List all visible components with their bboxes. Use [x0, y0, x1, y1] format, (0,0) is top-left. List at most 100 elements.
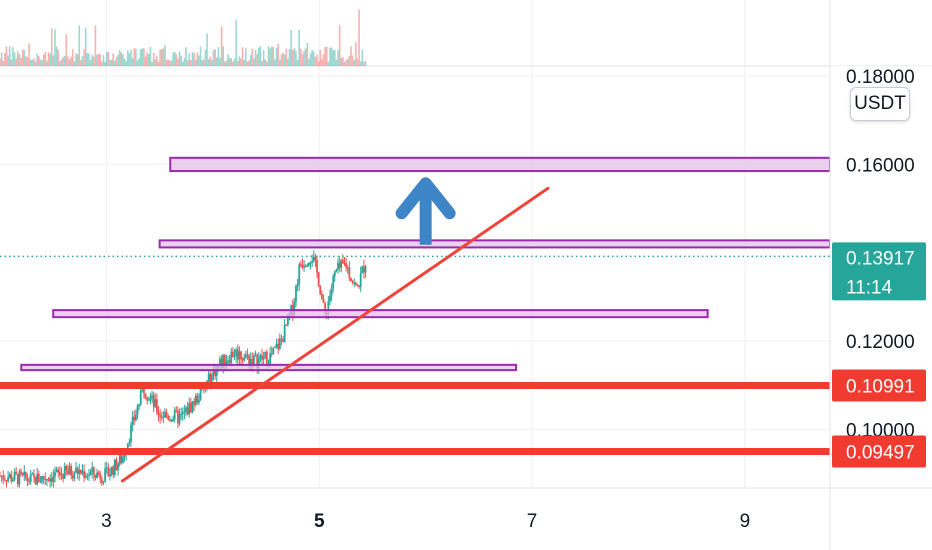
volume-bar — [20, 57, 22, 66]
volume-bar — [91, 54, 93, 66]
volume-bar — [261, 60, 263, 66]
volume-bar — [173, 51, 176, 66]
candle-body — [193, 401, 195, 405]
volume-bar — [70, 56, 72, 66]
time-tick-label: 5 — [314, 511, 325, 532]
candle-body — [143, 388, 145, 394]
candle-body — [233, 355, 236, 357]
candle-body — [251, 359, 254, 366]
trendline[interactable] — [120, 186, 550, 483]
volume-bar — [300, 48, 302, 66]
volume-bar — [118, 50, 121, 66]
candle-body — [99, 474, 102, 480]
volume-bar — [301, 54, 304, 66]
candle-body — [308, 263, 310, 266]
arrow-head — [395, 177, 456, 220]
volume-bar — [198, 55, 200, 66]
candle-body — [329, 295, 331, 302]
volume-bar — [204, 49, 207, 66]
candle-body — [222, 354, 225, 368]
resistance-zone — [158, 239, 832, 249]
volume-bar — [105, 52, 108, 66]
volume-bar — [246, 61, 249, 66]
candle-body — [185, 407, 187, 412]
candle-body — [257, 358, 260, 368]
candle-body — [68, 466, 71, 475]
volume-bar — [275, 47, 278, 66]
candle-body — [351, 281, 354, 283]
candle-body — [244, 354, 247, 358]
volume-bar — [135, 49, 137, 66]
candle-body — [219, 358, 221, 365]
currency-button[interactable]: USDT — [850, 87, 910, 121]
candle-body — [146, 398, 149, 401]
volume-bar — [126, 50, 129, 66]
candle-body — [164, 412, 166, 418]
volume-bar — [175, 54, 178, 66]
candle-body — [96, 472, 98, 479]
candle-body — [214, 370, 217, 376]
time-tick-label: 7 — [527, 511, 538, 532]
candle-body — [31, 473, 34, 475]
candle-body — [180, 414, 183, 416]
volume-bar — [193, 53, 195, 66]
candle-body — [54, 472, 56, 477]
up-arrow-icon[interactable] — [395, 177, 456, 245]
volume-bar — [160, 48, 163, 66]
candle-body — [280, 338, 283, 340]
candle-body — [198, 400, 200, 403]
volume-bar — [52, 55, 55, 66]
volume-bar — [125, 60, 127, 66]
candle-body — [34, 476, 37, 485]
volume-bar — [183, 57, 186, 66]
candle-body — [358, 286, 360, 288]
candle-body — [28, 481, 31, 483]
candle-body — [91, 467, 94, 472]
candle-body — [299, 264, 302, 266]
candle-body — [183, 411, 186, 413]
volume-bar — [65, 34, 68, 66]
candle-body — [207, 373, 210, 381]
volume-bar — [12, 47, 14, 66]
candle-body — [363, 266, 365, 273]
volume-bar — [186, 60, 189, 66]
candle-body — [50, 478, 53, 482]
volume-bar — [334, 50, 336, 66]
volume-bar — [348, 55, 351, 66]
volume-bar — [346, 58, 349, 66]
volume-bar — [338, 25, 341, 67]
candle-body — [272, 347, 275, 355]
candle-body — [147, 399, 150, 401]
candle-body — [128, 441, 131, 444]
candle-body — [49, 478, 52, 482]
price-axis[interactable]: 0.180000.160000.120000.100000.109910.094… — [829, 0, 932, 550]
candle-body — [227, 360, 229, 362]
candle-body — [311, 260, 314, 263]
candle-body — [133, 416, 136, 421]
volume-bar — [73, 61, 76, 66]
volume-bar — [42, 54, 45, 66]
volume-bar — [34, 61, 37, 66]
time-axis[interactable]: 3 5 7 9 — [0, 487, 932, 532]
volume-bar — [325, 46, 328, 66]
volume-bar — [332, 50, 334, 66]
candle-body — [58, 472, 61, 476]
volume-bar — [235, 19, 237, 67]
candle-body — [246, 354, 249, 356]
volume-bar — [28, 43, 30, 66]
volume-bar — [2, 60, 5, 66]
candle-body — [107, 467, 110, 477]
candle-body — [316, 260, 318, 273]
horizontal-levels[interactable] — [0, 255, 830, 455]
volume-bar — [141, 48, 144, 66]
volume-bar — [148, 54, 150, 66]
candle-body — [7, 477, 9, 482]
time-tick-label: 3 — [101, 511, 112, 532]
volume-bar — [345, 59, 347, 66]
candle-body — [186, 407, 189, 415]
candle-body — [131, 416, 134, 425]
candle-body — [296, 284, 299, 286]
volume-bar — [86, 52, 89, 66]
candle-body — [314, 256, 317, 261]
